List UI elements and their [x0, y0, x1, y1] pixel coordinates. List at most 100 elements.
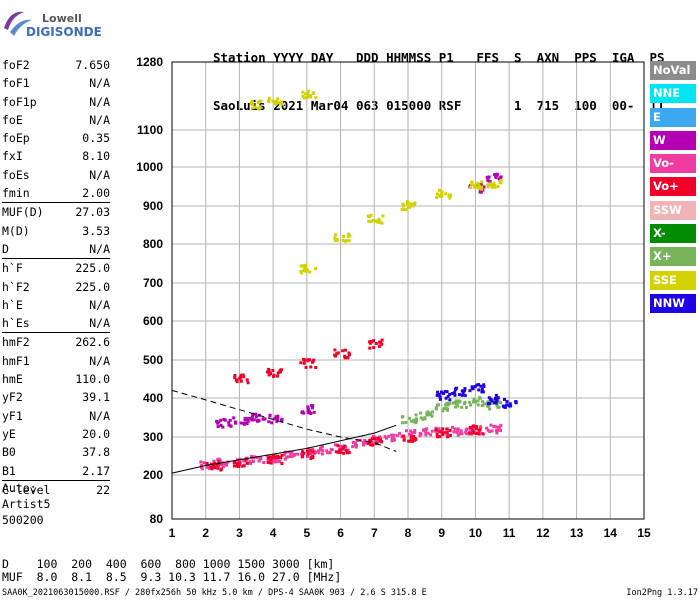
data-point: [448, 398, 452, 402]
data-point: [310, 404, 314, 408]
data-point: [498, 401, 502, 405]
data-point: [458, 432, 462, 436]
data-point: [282, 453, 286, 457]
data-point: [217, 420, 221, 424]
data-point: [270, 456, 274, 460]
data-point: [255, 455, 259, 459]
y-tick-label: 700: [143, 276, 163, 290]
data-point: [476, 181, 480, 185]
data-point: [477, 432, 481, 436]
data-point: [378, 340, 382, 344]
data-point: [250, 418, 254, 422]
distance-row: D 100 200 400 600 800 1000 1500 3000 [km…: [2, 557, 335, 571]
data-point: [290, 450, 294, 454]
data-point: [419, 416, 423, 420]
data-point: [380, 221, 384, 225]
legend-item-e: E: [650, 107, 696, 127]
data-point: [233, 376, 237, 380]
data-point: [374, 342, 378, 346]
data-point: [475, 425, 479, 429]
data-point: [424, 431, 428, 435]
file-info-footer: SAA0K_2021063015000.RSF / 280fx256h 50 k…: [2, 588, 698, 598]
data-point: [451, 425, 455, 429]
logo-text-digisonde: DIGISONDE: [26, 25, 102, 39]
y-tick-label: 300: [143, 430, 163, 444]
data-point: [438, 397, 442, 401]
data-point: [344, 448, 348, 452]
data-point: [441, 392, 445, 396]
data-point: [479, 182, 483, 186]
data-point: [456, 433, 460, 437]
data-point: [482, 402, 486, 406]
param-value: 37.8: [82, 445, 110, 460]
data-point: [306, 411, 310, 415]
param-row: B0 37.8: [2, 443, 110, 461]
data-point: [485, 426, 489, 430]
data-point: [336, 450, 340, 454]
data-point: [441, 427, 445, 431]
data-point: [414, 413, 418, 417]
data-point: [237, 465, 241, 469]
x-tick-label: 5: [304, 526, 311, 540]
data-point: [412, 418, 416, 422]
data-point: [245, 422, 249, 426]
data-point: [369, 220, 373, 224]
data-point: [445, 390, 449, 394]
data-point: [453, 393, 457, 397]
data-point: [320, 452, 324, 456]
data-point: [227, 420, 231, 424]
param-separator: [2, 332, 110, 334]
data-point: [272, 101, 276, 105]
file-info: SAA0K_2021063015000.RSF / 280fx256h 50 k…: [2, 588, 427, 598]
data-point: [459, 429, 463, 433]
data-point: [283, 457, 287, 461]
data-point: [299, 361, 303, 365]
param-value: N/A: [89, 167, 110, 182]
param-separator: [2, 202, 110, 204]
data-point: [455, 430, 459, 434]
data-point: [199, 460, 203, 464]
data-point: [367, 219, 371, 223]
data-point: [278, 370, 282, 374]
data-point: [308, 270, 312, 274]
data-point: [407, 439, 411, 443]
data-point: [217, 460, 221, 464]
data-point: [469, 428, 473, 432]
data-point: [482, 185, 486, 189]
param-row: foEp 0.35: [2, 129, 110, 147]
data-point: [487, 396, 491, 400]
data-point: [446, 394, 450, 398]
data-point: [292, 454, 296, 458]
data-point: [469, 185, 473, 189]
data-point: [241, 421, 245, 425]
data-point: [377, 344, 381, 348]
data-point: [448, 428, 452, 432]
data-point: [488, 180, 492, 184]
data-point: [310, 360, 314, 364]
data-point: [401, 202, 405, 206]
data-point: [218, 458, 222, 462]
data-point: [479, 425, 483, 429]
data-point: [503, 397, 507, 401]
data-point: [306, 92, 310, 96]
data-point: [215, 419, 219, 423]
data-point: [341, 451, 345, 455]
data-point: [245, 378, 249, 382]
data-point: [275, 460, 279, 464]
data-point: [452, 430, 456, 434]
data-point: [275, 419, 279, 423]
data-point: [474, 431, 478, 435]
param-name: B1: [2, 463, 16, 478]
param-name: fxI: [2, 149, 23, 164]
data-point: [276, 456, 280, 460]
data-point: [305, 96, 309, 100]
data-point: [265, 454, 269, 458]
data-point: [280, 462, 284, 466]
data-point: [366, 214, 370, 218]
data-point: [372, 346, 376, 350]
data-point: [221, 425, 225, 429]
data-point: [309, 452, 313, 456]
data-point: [335, 238, 339, 242]
data-point: [328, 451, 332, 455]
param-row: h`Es N/A: [2, 314, 110, 332]
